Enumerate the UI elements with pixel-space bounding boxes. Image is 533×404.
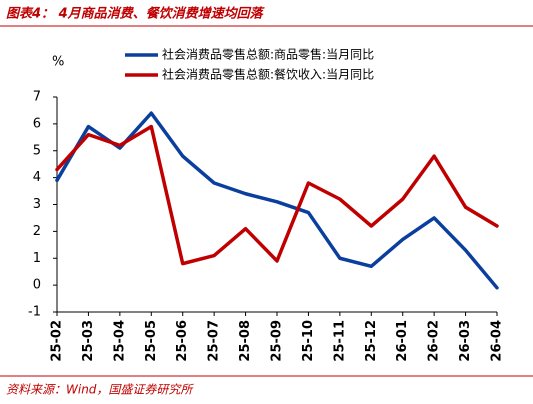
x-tick-label: 25-06 xyxy=(175,320,190,362)
x-tick-label: 25-11 xyxy=(332,320,347,362)
y-tick-label: 0 xyxy=(33,278,41,293)
series-line xyxy=(55,124,499,266)
x-tick-label: 25-03 xyxy=(81,320,96,362)
x-tick-label: 25-07 xyxy=(207,320,222,362)
y-tick-label: 2 xyxy=(33,224,41,239)
y-tick-label: 5 xyxy=(33,143,41,158)
y-tick-label: 3 xyxy=(33,197,41,212)
y-tick-label: -1 xyxy=(28,305,41,320)
legend-label: 社会消费品零售总额:商品零售:当月同比 xyxy=(162,47,374,62)
x-tick-label: 26-03 xyxy=(458,320,473,362)
y-tick-label: 1 xyxy=(33,251,41,266)
x-tick-label: 25-09 xyxy=(270,320,285,362)
source: 资料来源：Wind，国盛证券研究所 xyxy=(6,383,194,397)
x-tick-label: 25-05 xyxy=(144,320,159,362)
x-tick-label: 25-04 xyxy=(112,320,127,362)
y-tick-label: 6 xyxy=(33,116,41,131)
x-tick-label: 26-01 xyxy=(395,320,410,362)
chart-title: 图表4： 4月商品消费、餐饮消费增速均回落 xyxy=(6,6,266,22)
legend-label: 社会消费品零售总额:餐饮收入:当月同比 xyxy=(162,67,374,82)
series-line xyxy=(55,111,499,290)
y-tick-label: 4 xyxy=(33,170,41,185)
x-tick-label: 25-12 xyxy=(364,320,379,362)
y-tick-label: 7 xyxy=(33,90,41,105)
x-tick-label: 25-10 xyxy=(301,320,316,362)
x-tick-label: 25-08 xyxy=(238,320,253,362)
y-axis-label: % xyxy=(52,55,64,70)
x-tick-label: 26-04 xyxy=(490,320,505,362)
x-tick-label: 25-02 xyxy=(50,320,65,362)
x-tick-label: 26-02 xyxy=(427,320,442,362)
